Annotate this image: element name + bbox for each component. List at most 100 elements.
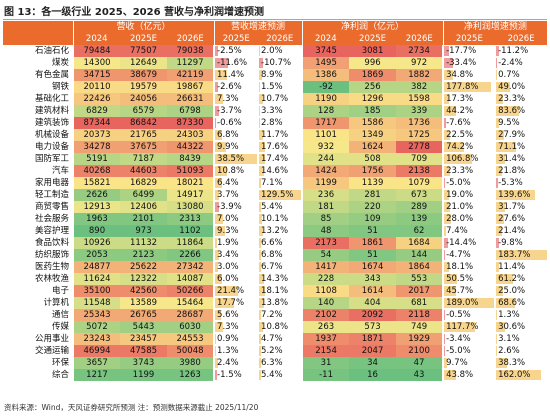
net-profit-value: 220	[349, 201, 397, 213]
growth-bar	[445, 370, 456, 380]
growth-value: -9.8%	[498, 238, 523, 248]
revenue-value: 1217	[72, 369, 120, 381]
net-profit-value: 1586	[349, 117, 397, 129]
growth-bar	[260, 166, 264, 176]
figure-title: 图 13：各一级行业 2025、2026 营收与净利润增速预测	[4, 7, 265, 18]
net-profit-growth-cell: 27.9%	[494, 129, 548, 141]
growth-value: 17.7%	[217, 298, 245, 308]
net-profit-value: 236	[301, 189, 350, 201]
growth-value: 8.9%	[261, 70, 283, 80]
header-year: 2026E	[495, 33, 548, 45]
growth-bar	[445, 346, 446, 356]
revenue-value: 18021	[167, 177, 215, 189]
growth-value: 2.0%	[261, 46, 283, 56]
net-profit-value: 62	[396, 225, 444, 237]
net-profit-growth-cell: 177.8%	[442, 81, 496, 93]
revenue-growth-cell: 6.7%	[257, 261, 303, 273]
net-profit-growth-cell: 21.4%	[494, 225, 548, 237]
revenue-value: 38679	[120, 69, 167, 81]
growth-bar	[260, 106, 261, 116]
net-profit-growth-cell: 30.6%	[494, 321, 548, 333]
revenue-value: 50048	[167, 345, 215, 357]
growth-bar	[216, 106, 220, 116]
growth-bar	[260, 334, 261, 344]
growth-value: -11.6%	[217, 58, 248, 68]
growth-value: 5.2%	[261, 346, 283, 356]
industry-name: 电子	[3, 285, 73, 297]
net-profit-growth-cell: 18.1%	[442, 261, 496, 273]
growth-bar	[260, 214, 263, 224]
net-profit-value: 339	[396, 105, 444, 117]
net-profit-value: 749	[396, 321, 444, 333]
growth-value: 10.8%	[261, 322, 289, 332]
net-profit-growth-cell: 189.0%	[442, 297, 496, 309]
growth-bar	[260, 70, 262, 80]
revenue-growth-cell: 17.7%	[213, 297, 259, 309]
growth-value: -3.9%	[217, 202, 242, 212]
growth-bar	[496, 334, 497, 344]
revenue-growth-cell: 13.2%	[257, 225, 303, 237]
growth-value: 21.0%	[446, 202, 474, 212]
growth-value: 10.1%	[261, 214, 289, 224]
industry-name: 石油石化	[3, 45, 73, 57]
net-profit-value: 31	[301, 357, 350, 369]
net-profit-value: 1871	[349, 333, 397, 345]
growth-bar	[216, 142, 226, 152]
growth-value: 3.0%	[217, 262, 239, 272]
growth-value: 7.2%	[261, 310, 283, 320]
growth-bar	[445, 214, 452, 224]
revenue-value: 12322	[120, 273, 167, 285]
revenue-value: 8439	[167, 153, 215, 165]
net-profit-growth-cell: 38.3%	[494, 357, 548, 369]
revenue-value: 44322	[167, 141, 215, 153]
growth-bar	[260, 274, 264, 284]
industry-name: 食品饮料	[3, 237, 73, 249]
table-row: 商贸零售 12913 12406 13080 -3.9% 5.4% 181 220 289 21.…	[3, 201, 548, 213]
revenue-value: 44603	[120, 165, 167, 177]
growth-bar	[260, 322, 263, 332]
growth-bar	[497, 166, 503, 176]
growth-value: 83.6%	[498, 106, 526, 116]
industry-name: 家用电器	[3, 177, 73, 189]
net-profit-value: 553	[396, 273, 444, 285]
growth-bar	[216, 70, 228, 80]
revenue-value: 20110	[72, 81, 120, 93]
growth-bar	[260, 130, 263, 140]
net-profit-growth-cell: -9.8%	[494, 237, 548, 249]
revenue-value: 6499	[120, 189, 167, 201]
growth-value: 38.3%	[498, 358, 526, 368]
revenue-growth-cell: 5.4%	[257, 201, 303, 213]
growth-bar	[260, 154, 265, 164]
net-profit-value: 2154	[301, 345, 350, 357]
net-profit-value: 181	[301, 201, 350, 213]
revenue-value: 11297	[167, 57, 215, 69]
revenue-value: 11864	[167, 237, 215, 249]
revenue-growth-cell: -1.5%	[213, 369, 259, 381]
table-row: 交通运输 46994 47585 50048 1.3% 5.2% 2154 2047 2100-…	[3, 345, 548, 357]
net-profit-value: 1417	[301, 261, 350, 273]
revenue-value: 37675	[120, 141, 167, 153]
table-row: 通信 25343 26765 28687 5.6% 7.2% 2102 2092 2118 -0.…	[3, 309, 548, 321]
growth-bar	[260, 262, 262, 272]
growth-value: 5.6%	[217, 310, 239, 320]
growth-value: 117.7%	[446, 322, 479, 332]
revenue-value: 1199	[120, 369, 167, 381]
source-note: 资料来源：Wind，天风证券研究所预测 注：预测数据来源截止 2025/11/2…	[4, 403, 259, 412]
net-profit-growth-cell: 68.6%	[494, 297, 548, 309]
revenue-value: 12649	[120, 57, 167, 69]
revenue-growth-cell: 1.9%	[213, 237, 259, 249]
net-profit-value: 1079	[396, 177, 444, 189]
revenue-value: 16829	[120, 177, 167, 189]
table-row: 建筑装饰 87344 86842 87330 -0.6% 2.8% 1717 1586 1736…	[3, 117, 548, 129]
net-profit-growth-cell: 9.7%	[442, 357, 496, 369]
growth-value: 61.2%	[498, 274, 526, 284]
net-profit-value: 343	[349, 273, 397, 285]
revenue-value: 87330	[167, 117, 215, 129]
revenue-value: 21765	[120, 129, 167, 141]
revenue-growth-cell: 5.4%	[257, 369, 303, 381]
net-profit-value: 139	[396, 213, 444, 225]
growth-value: 43.8%	[446, 370, 474, 380]
net-profit-growth-cell: 43.8%	[442, 369, 496, 381]
growth-value: 10.7%	[261, 94, 289, 104]
